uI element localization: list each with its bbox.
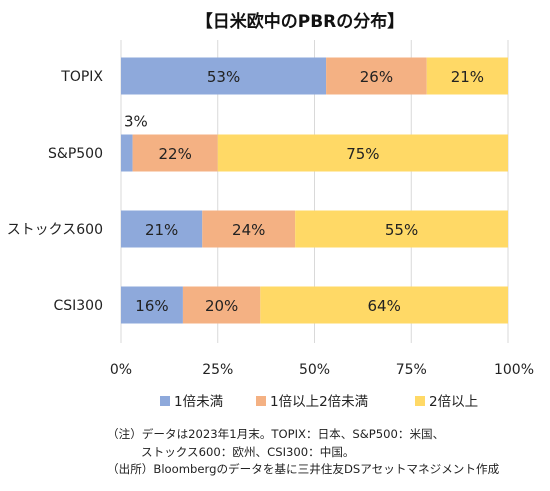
note-line-2: ストックス600：欧州、CSI300：中国。 [141,444,355,459]
bar-segment [121,57,327,95]
bar-segment [426,57,508,95]
data-label: 21% [145,221,178,239]
bar-segment [132,134,218,172]
legend-swatch [160,396,170,406]
category-label: TOPIX [60,69,103,85]
bar-segment [121,210,203,248]
category-label: S&P500 [48,146,103,162]
data-label: 55% [385,221,418,239]
bar-segment [326,57,427,95]
note-line-1: （注）データは2023年1月末。TOPIX：日本、S&P500：米国、 [107,427,445,441]
legend-label: 1倍以上2倍未満 [270,394,368,410]
legend-label: 1倍未満 [174,394,223,410]
data-label: 22% [159,145,192,163]
x-tick-label: 0% [110,362,132,378]
data-label: 3% [124,113,148,131]
chart-title: 【日米欧中のPBRの分布】 [196,11,405,32]
legend-swatch [415,396,425,406]
x-tick-label: 100% [494,362,534,378]
data-label: 75% [346,145,379,163]
data-label: 24% [232,221,265,239]
legend-swatch [256,396,266,406]
data-label: 21% [451,68,484,86]
x-tick-label: 25% [202,362,233,378]
bars-group: 53% 26% 21% 3% 22% 75% 21% 24% 55% 16% 20% 64% [121,57,508,324]
data-label: 53% [207,68,240,86]
footnotes: （注）データは2023年1月末。TOPIX：日本、S&P500：米国、 ストック… [107,426,547,479]
data-label: 64% [367,297,400,315]
legend-label: 2倍以上 [429,394,478,410]
bar-segment [295,210,508,248]
x-tick-label: 75% [396,362,427,378]
data-label: 26% [360,68,393,86]
bar-segment [260,286,508,324]
category-label: ストックス600 [7,222,103,238]
x-tick-label: 50% [299,362,330,378]
category-label: CSI300 [53,298,103,314]
bar-segment [121,286,183,324]
data-label: 20% [205,297,238,315]
category-labels: TOPIX S&P500 ストックス600 CSI300 [7,69,104,314]
source-line: （出所）Bloombergのデータを基に三井住友DSアセットマネジメント作成 [107,462,500,476]
bar-segment [121,134,133,172]
data-label: 16% [135,297,168,315]
bar-segment [202,210,296,248]
legend: 1倍未満 1倍以上2倍未満 2倍以上 [160,394,478,410]
x-axis-ticks: 0% 25% 50% 75% 100% [110,362,534,378]
bar-segment [217,134,508,172]
bar-segment [182,286,261,324]
